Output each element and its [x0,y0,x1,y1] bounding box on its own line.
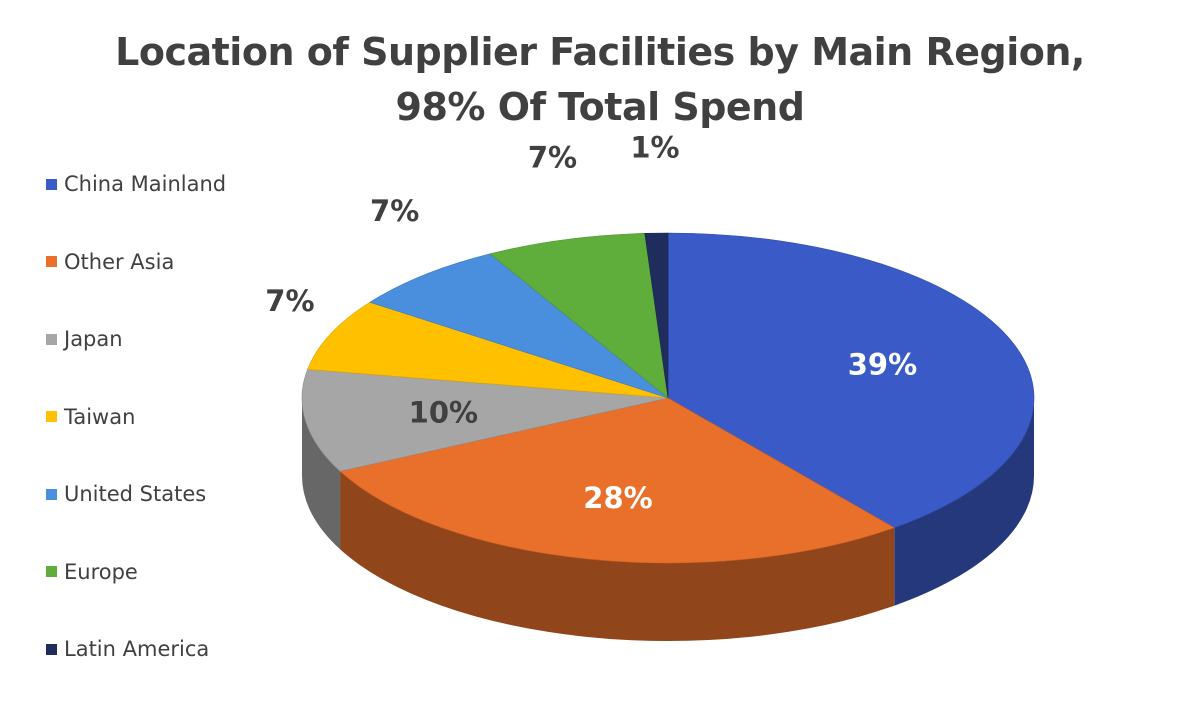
chart-title-line-2: 98% Of Total Spend [395,85,805,129]
pie-slice-latin-america [644,232,669,399]
pie-slice-europe [489,233,669,399]
pie-slice-japan [301,369,669,472]
pie-slice-united-states [369,253,669,399]
legend-label-europe: Europe [64,559,138,584]
legend-label-japan: Japan [64,327,123,351]
legend-swatch-united-states [46,488,57,500]
legend-item-united-states: United States [46,482,206,506]
pie-slice-taiwan [307,301,669,399]
data-label-united-states: 7% [370,194,419,228]
data-label-other-asia: 28% [583,481,652,515]
legend-swatch-china-mainland [46,178,57,190]
data-label-latin-america: 1% [630,130,679,164]
legend-swatch-other-asia [46,256,57,267]
pie-slices [301,232,1035,564]
legend-item-japan: Japan [46,327,123,351]
legend-item-other-asia: Other Asia [46,250,174,274]
pie-side-other-asia [340,471,895,641]
legend-label-other-asia: Other Asia [64,249,175,274]
data-label-china-mainland: 39% [848,348,917,382]
legend-swatch-latin-america [46,643,57,655]
legend-label-latin-america: Latin America [64,637,210,661]
legend-label-china-mainland: China Mainland [64,172,227,196]
legend-item-europe: Europe [46,560,138,584]
legend-item-taiwan: Taiwan [46,405,135,429]
legend-item-china-mainland: China Mainland [46,172,226,196]
data-label-taiwan: 7% [265,284,314,318]
pie-slice-other-asia [339,397,895,564]
legend-swatch-japan [46,333,57,345]
legend-item-latin-america: Latin America [46,637,209,661]
legend-label-taiwan: Taiwan [64,404,136,429]
legend-swatch-taiwan [46,411,57,422]
chart-title-line-1: Location of Supplier Facilities by Main … [115,30,1085,74]
pie-slice-china-mainland [667,232,1035,529]
data-labels: 39% 28% 10% 7% 7% 7% 1% [265,130,917,514]
legend-label-united-states: United States [64,482,207,506]
data-label-europe: 7% [528,140,577,174]
pie-side-china-mainland [894,398,1034,606]
legend-swatch-europe [46,566,57,577]
data-label-japan: 10% [409,396,478,430]
